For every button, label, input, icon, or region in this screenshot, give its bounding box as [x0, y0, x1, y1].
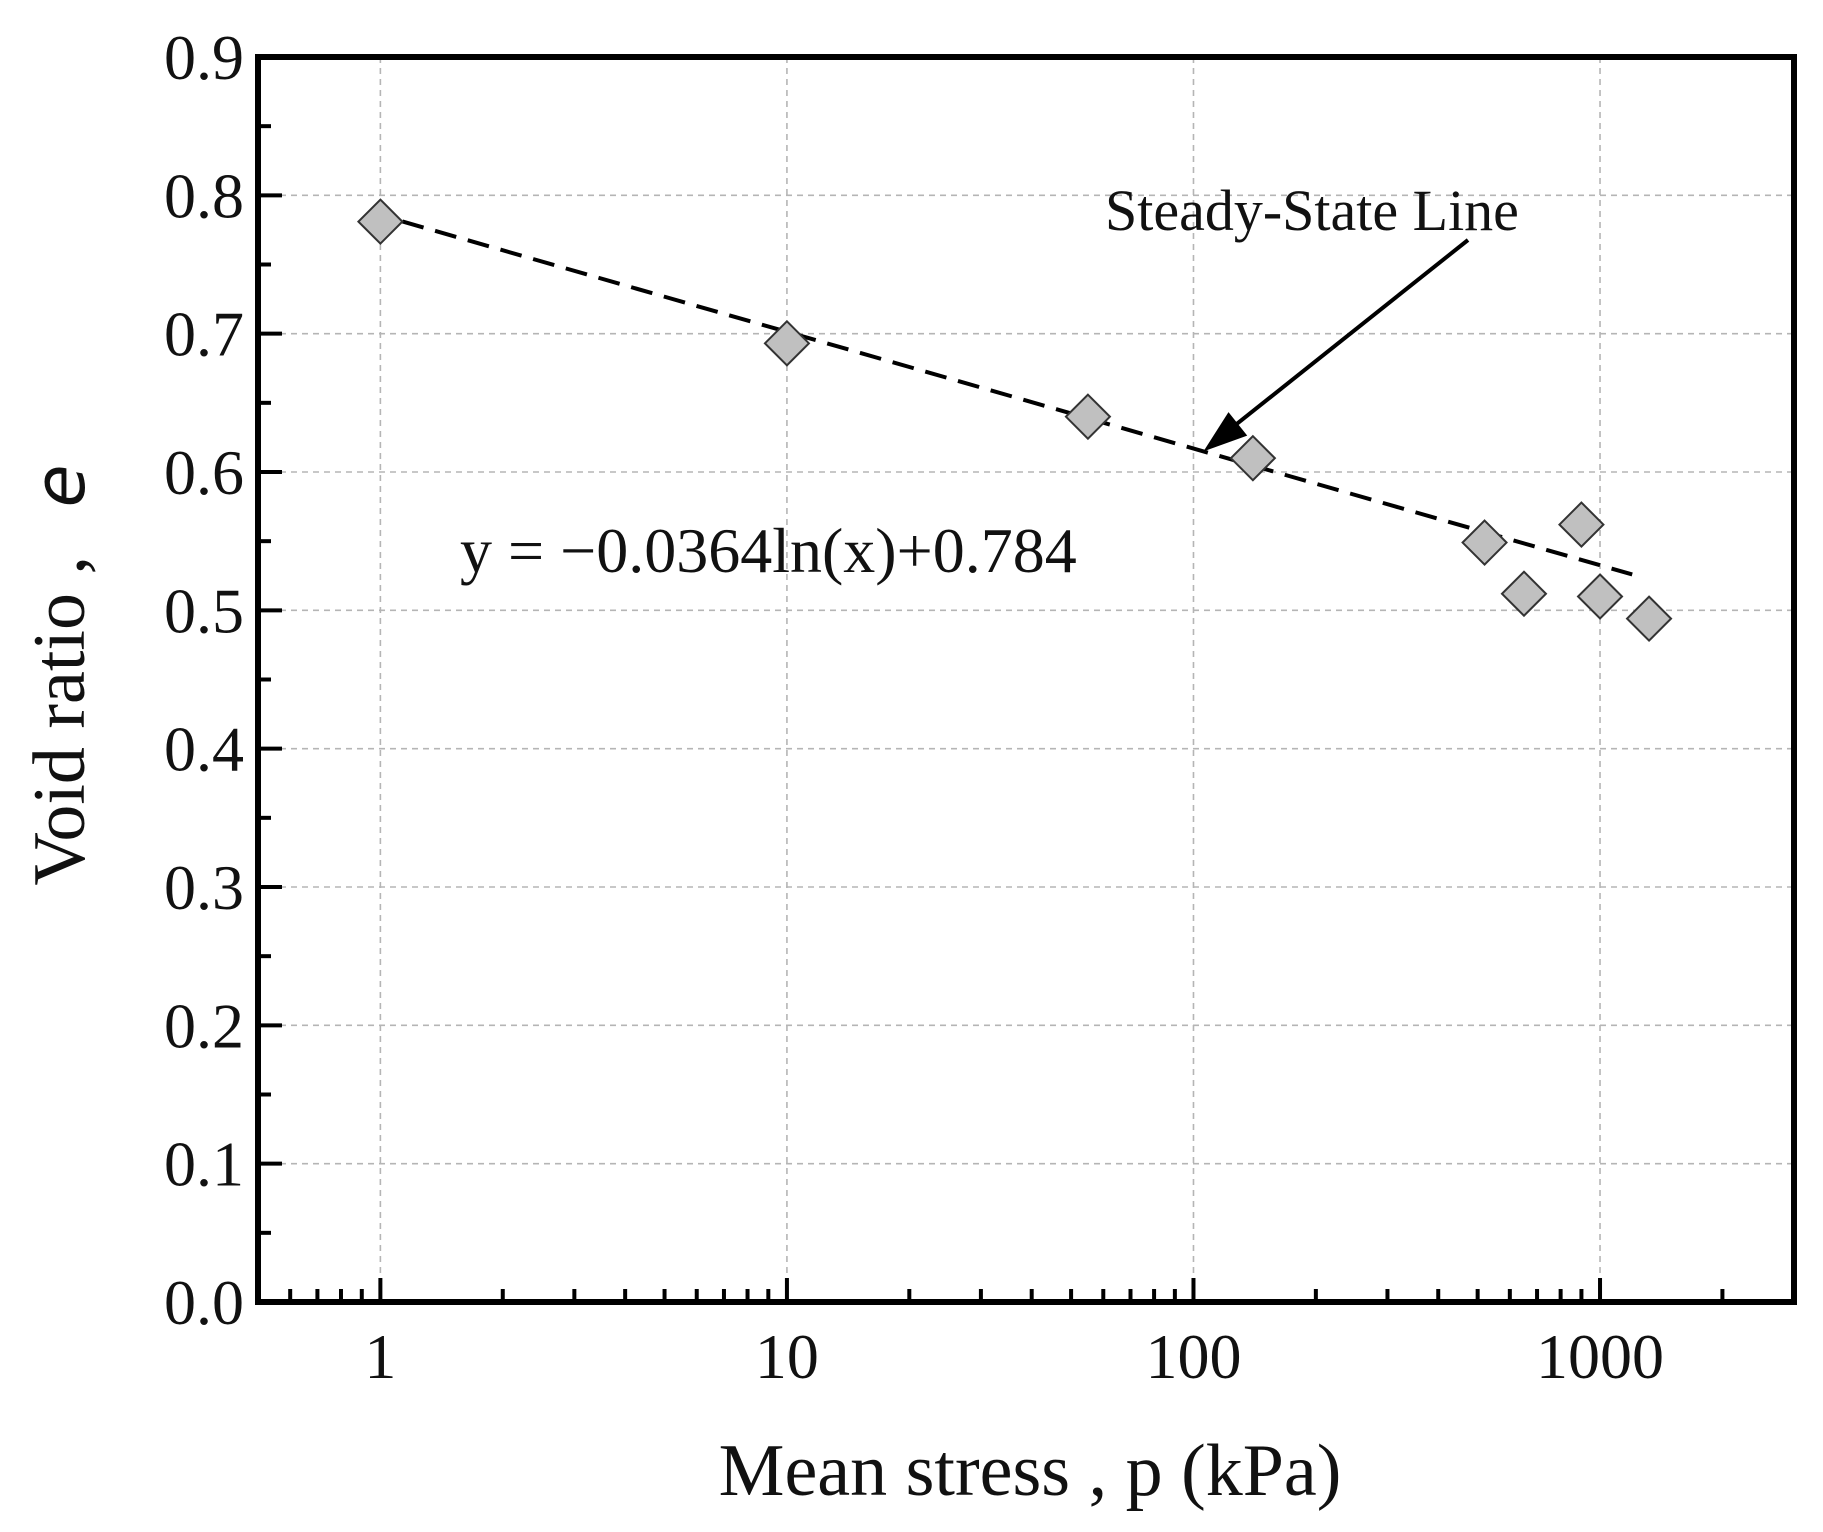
y-axis-title-symbol: e	[19, 464, 101, 507]
x-tick-label: 1	[364, 1321, 396, 1392]
plot-frame	[255, 54, 1797, 1305]
x-axis-title: Mean stress , p (kPa)	[719, 1430, 1342, 1512]
major-ticks	[258, 55, 1603, 1304]
y-tick-label: 0.7	[164, 299, 244, 370]
y-tick-label: 0.1	[164, 1129, 244, 1200]
arrow-shaft	[1226, 238, 1470, 433]
data-points	[356, 198, 1673, 643]
x-tick-label: 100	[1145, 1321, 1241, 1392]
data-point	[1461, 519, 1508, 566]
x-tick-label: 10	[755, 1321, 819, 1392]
x-tick-labels: 1 10 100 1000	[364, 1321, 1664, 1392]
minor-ticks	[258, 124, 1725, 1302]
data-point	[1576, 573, 1624, 620]
fit-equation: y = −0.0364ln(x)+0.784	[460, 515, 1077, 586]
y-tick-label: 0.4	[164, 714, 244, 785]
y-tick-labels: 0.0 0.1 0.2 0.3 0.4 0.5 0.6 0.7 0.8 0.9	[164, 22, 244, 1338]
x-tick-label: 1000	[1536, 1321, 1664, 1392]
y-tick-label: 0.0	[164, 1267, 244, 1338]
y-axis-title-text: Void ratio ,	[19, 556, 101, 886]
steady-state-label: Steady-State Line	[1105, 178, 1519, 243]
fit-line-layer	[401, 219, 1633, 577]
y-tick-label: 0.5	[164, 575, 244, 646]
y-axis-title: Void ratio , e	[19, 464, 101, 885]
fit-line	[401, 219, 1633, 577]
data-point	[1064, 393, 1112, 441]
data-point	[1558, 501, 1605, 548]
y-tick-label: 0.3	[164, 852, 244, 923]
y-tick-label: 0.2	[164, 990, 244, 1061]
y-tick-label: 0.9	[164, 22, 244, 93]
data-point	[763, 319, 811, 367]
data-point	[356, 198, 404, 246]
y-tick-label: 0.8	[164, 160, 244, 231]
data-point	[1500, 570, 1548, 618]
steady-state-arrow	[1203, 238, 1470, 452]
data-point	[1229, 434, 1277, 482]
data-point	[1625, 595, 1673, 643]
arrow-head	[1203, 412, 1248, 452]
grid	[258, 57, 1794, 1302]
y-tick-label: 0.6	[164, 437, 244, 508]
